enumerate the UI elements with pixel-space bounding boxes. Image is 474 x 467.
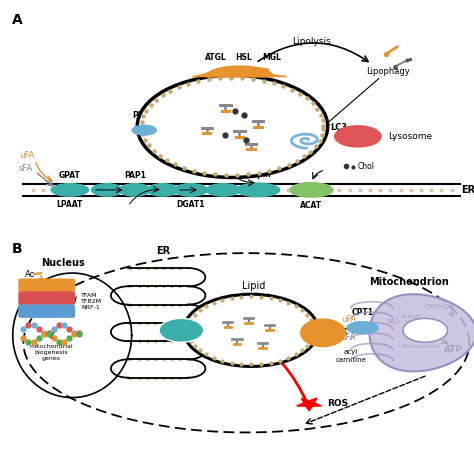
Circle shape [403,318,447,342]
Text: HSL: HSL [236,53,253,63]
Text: ER: ER [156,246,170,255]
Ellipse shape [236,183,280,198]
Text: FAO: FAO [386,318,400,325]
FancyBboxPatch shape [18,304,75,318]
Text: GPAT: GPAT [59,171,81,180]
Text: Lipid
droplet: Lipid droplet [236,281,271,303]
Text: ATGL: ATGL [312,328,334,337]
Ellipse shape [289,182,334,198]
Text: Lipid
droplet: Lipid droplet [154,102,191,126]
Text: A: A [12,13,23,27]
Ellipse shape [206,183,241,197]
Text: Mitochondrion: Mitochondrion [369,277,449,287]
Text: B: B [12,242,22,256]
Text: Nucleus: Nucleus [41,258,85,268]
Text: uFA: uFA [19,150,34,160]
Ellipse shape [146,183,179,197]
Text: sFA: sFA [342,333,356,342]
Text: Chol: Chol [358,162,375,171]
Text: LC3: LC3 [330,123,347,132]
Text: ATP: ATP [444,345,463,354]
Text: Ac: Ac [25,270,36,279]
FancyBboxPatch shape [18,278,75,292]
Text: Lipophagy: Lipophagy [366,67,410,76]
Polygon shape [301,319,346,347]
Ellipse shape [173,183,208,197]
Circle shape [137,75,328,177]
FancyBboxPatch shape [18,291,75,305]
Text: TCA: TCA [419,327,432,333]
Text: Lipolysis: Lipolysis [292,37,331,46]
Text: ATGL: ATGL [205,53,227,63]
Text: LPAAT: LPAAT [57,200,83,209]
Text: acetyl-
CoA: acetyl- CoA [401,314,422,325]
Ellipse shape [335,126,381,147]
Text: PGC1α: PGC1α [33,294,61,303]
Text: uFA: uFA [342,315,357,325]
Text: CE: CE [254,134,267,143]
Text: mitochondrial
biogenesis
genes: mitochondrial biogenesis genes [29,344,73,361]
Text: CPT1: CPT1 [352,308,374,317]
Text: DGAT1: DGAT1 [176,200,205,209]
Polygon shape [297,398,321,411]
Text: PAP1: PAP1 [124,171,146,180]
Text: sFA: sFA [19,164,33,173]
Circle shape [159,318,204,342]
Text: ER: ER [461,185,474,195]
Ellipse shape [118,183,151,197]
Text: DGAT1: DGAT1 [168,327,194,333]
Text: SIRT1: SIRT1 [35,281,59,290]
Text: Lysosome: Lysosome [388,132,432,141]
Text: TFAM
TFB2M
NRF-1: TFAM TFB2M NRF-1 [82,293,102,311]
Text: OXPHOS: OXPHOS [424,304,454,310]
Text: MGL: MGL [263,53,282,63]
Text: TAG: TAG [229,323,249,333]
Polygon shape [370,294,474,371]
Text: TAG: TAG [209,112,228,121]
Text: Ketogenesis: Ketogenesis [401,344,440,349]
Ellipse shape [91,183,123,197]
Polygon shape [207,70,272,77]
Text: PPARα: PPARα [33,307,61,316]
Polygon shape [192,67,286,77]
Text: acyl
carnitine: acyl carnitine [336,349,366,362]
Text: LAL: LAL [348,131,368,142]
Circle shape [184,294,319,367]
Ellipse shape [131,125,157,136]
Polygon shape [206,66,273,77]
Text: Seipin: Seipin [245,170,272,179]
Text: ACAT: ACAT [301,201,322,210]
Ellipse shape [346,321,379,335]
Ellipse shape [50,183,90,197]
Text: PLIN: PLIN [132,111,152,120]
Text: ROS: ROS [327,399,348,408]
